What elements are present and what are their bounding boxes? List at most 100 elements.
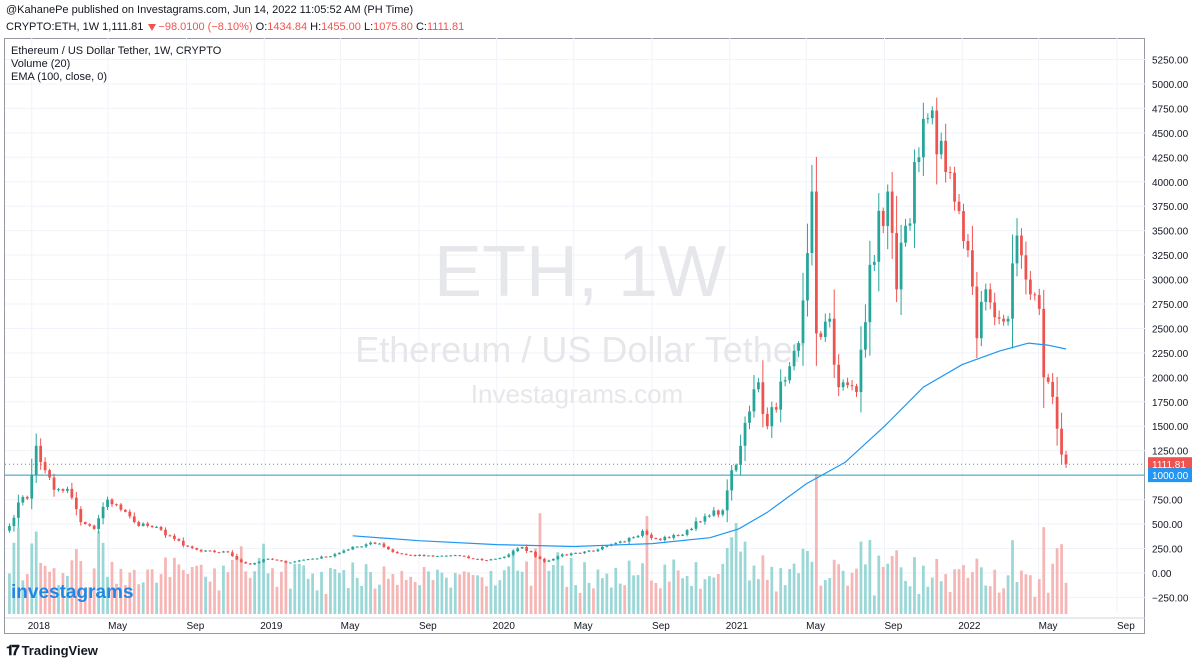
volume-bar xyxy=(930,577,934,614)
volume-bar xyxy=(899,567,903,614)
y-tick-label: 4250.00 xyxy=(1152,153,1189,164)
candle-body xyxy=(703,516,707,522)
volume-bar xyxy=(395,584,399,614)
y-tick-label: 3000.00 xyxy=(1152,276,1189,287)
volume-bar xyxy=(904,580,907,614)
volume-bar xyxy=(881,566,885,614)
candle-body xyxy=(16,502,20,518)
y-tick-label: 2250.00 xyxy=(1152,349,1189,360)
candle-body xyxy=(654,537,658,539)
x-tick-label: May xyxy=(574,621,593,632)
volume-bar xyxy=(280,571,283,614)
volume-bar xyxy=(739,551,742,614)
volume-bar xyxy=(199,564,203,614)
candle-body xyxy=(855,386,858,393)
candle-body xyxy=(329,556,332,558)
volume-bar xyxy=(61,573,65,614)
watermark-line3: Investagrams.com xyxy=(471,379,683,409)
volume-bar xyxy=(387,578,390,614)
candle-body xyxy=(534,552,537,557)
volume-bar xyxy=(132,569,136,614)
candle-body xyxy=(110,499,114,505)
volume-bar xyxy=(971,572,974,614)
candle-body xyxy=(164,529,167,536)
volume-bar xyxy=(850,572,854,614)
x-tick-label: 2019 xyxy=(260,621,283,632)
volume-bar xyxy=(783,585,787,614)
volume-bar xyxy=(1033,596,1037,614)
candle-body xyxy=(770,407,774,427)
volume-bar xyxy=(516,570,520,614)
candle-body xyxy=(346,549,350,551)
candle-body xyxy=(204,550,207,552)
candle-body xyxy=(939,140,943,155)
candle-body xyxy=(757,382,760,390)
volume-bar xyxy=(146,569,150,614)
candle-body xyxy=(141,523,145,526)
tradingview-footer[interactable]: 𝟏𝟕 TradingView xyxy=(6,642,98,659)
volume-bar xyxy=(373,588,377,614)
volume-bar xyxy=(734,523,738,614)
volume-bar xyxy=(774,591,778,614)
volume-bar xyxy=(837,564,841,614)
candle-body xyxy=(39,445,43,463)
y-tick-label: 750.00 xyxy=(1152,496,1183,507)
candle-body xyxy=(1055,396,1059,429)
volume-bar xyxy=(30,543,34,614)
volume-bar xyxy=(119,568,123,614)
volume-bar xyxy=(97,531,101,614)
volume-bar xyxy=(627,560,631,614)
volume-bar xyxy=(953,569,956,614)
last-price-tag: 1111.81 xyxy=(1152,460,1186,471)
candle-body xyxy=(311,558,314,560)
y-tick-label: 4000.00 xyxy=(1152,178,1189,189)
volume-bar xyxy=(422,567,426,614)
candle-body xyxy=(1064,454,1068,465)
publisher-line: @KahanePe published on Investagrams.com,… xyxy=(6,4,414,16)
candle-body xyxy=(565,554,569,556)
volume-bar xyxy=(650,580,653,614)
candle-body xyxy=(872,261,876,265)
volume-bar xyxy=(186,573,190,614)
volume-bar xyxy=(618,583,622,614)
volume-bar xyxy=(520,571,524,614)
candle-body xyxy=(181,540,185,546)
candle-body xyxy=(177,538,181,541)
volume-bar xyxy=(324,593,328,614)
candle-body xyxy=(382,543,386,547)
candle-body xyxy=(351,546,355,550)
volume-bar xyxy=(846,585,849,614)
volume-bar xyxy=(855,568,858,614)
y-tick-label: 2500.00 xyxy=(1152,324,1189,335)
candle-body xyxy=(614,542,618,545)
close-value: 1111.81 xyxy=(426,21,465,33)
volume-bar xyxy=(369,572,372,614)
volume-bar xyxy=(74,549,78,614)
candle-body xyxy=(971,250,974,287)
candle-body xyxy=(489,559,493,561)
volume-bar xyxy=(239,546,243,614)
volume-bar xyxy=(1060,544,1063,614)
candle-body xyxy=(208,550,212,552)
candle-body xyxy=(476,558,479,560)
volume-bar xyxy=(663,564,667,614)
footer-label: TradingView xyxy=(21,643,98,658)
volume-bar xyxy=(92,568,96,614)
volume-bar xyxy=(83,590,87,614)
y-tick-label: 4750.00 xyxy=(1152,104,1189,115)
volume-bar xyxy=(757,579,760,614)
candle-body xyxy=(1020,235,1023,256)
candle-body xyxy=(137,522,141,526)
volume-bar xyxy=(917,593,921,614)
volume-bar xyxy=(48,571,51,614)
candle-body xyxy=(605,545,609,547)
candle-body xyxy=(8,525,11,531)
candle-body xyxy=(601,546,604,550)
volume-bar xyxy=(427,571,430,614)
volume-bar xyxy=(993,569,997,614)
volume-bar xyxy=(658,588,662,614)
candle-body xyxy=(538,556,542,559)
volume-bar xyxy=(1028,575,1032,614)
candle-body xyxy=(1051,381,1055,397)
